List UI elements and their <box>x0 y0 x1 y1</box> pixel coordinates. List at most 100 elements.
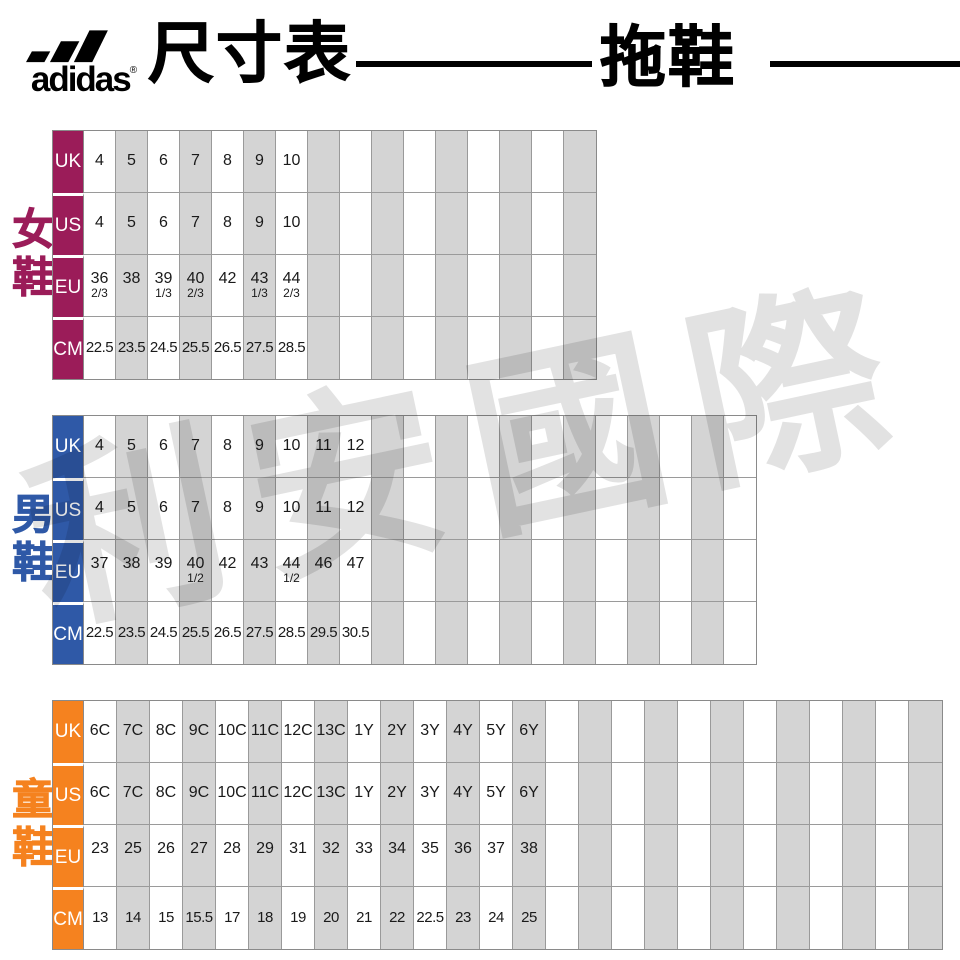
size-cell-kids-eu-12: 36 <box>447 825 480 887</box>
size-cell-kids-eu-21 <box>744 825 777 887</box>
size-cell-kids-uk-4: 9C <box>183 701 216 763</box>
size-cell-women-eu-8 <box>308 255 340 317</box>
size-cell-women-cm-5: 26.5 <box>212 317 244 379</box>
size-cell-men-uk-12 <box>436 416 468 478</box>
size-cell-women-uk-7: 10 <box>276 131 308 193</box>
size-cell-kids-eu-9: 33 <box>348 825 381 887</box>
size-cell-women-cm-15 <box>532 317 564 379</box>
size-cell-women-uk-9 <box>340 131 372 193</box>
size-cell-men-uk-4: 7 <box>180 416 212 478</box>
size-table-kids: UK 6C 7C 8C 9C 10C 11C 12C 13C 1Y 2Y 3Y 4Y 5Y 6Y US 6C 7C… <box>52 700 943 950</box>
size-cell-men-eu-21 <box>724 540 756 602</box>
size-cell-men-eu-13 <box>468 540 500 602</box>
size-cell-kids-us-16 <box>579 763 612 825</box>
size-cell-women-eu-11 <box>404 255 436 317</box>
size-cell-kids-eu-24 <box>843 825 876 887</box>
size-cell-kids-uk-12: 4Y <box>447 701 480 763</box>
size-cell-women-us-6: 9 <box>244 193 276 255</box>
size-cell-kids-uk-8: 13C <box>315 701 348 763</box>
size-cell-men-cm-9: 30.5 <box>340 602 372 664</box>
size-cell-men-uk-17 <box>596 416 628 478</box>
size-cell-men-cm-13 <box>468 602 500 664</box>
size-cell-women-eu-4: 40 2/3 <box>180 255 212 317</box>
size-cell-women-cm-11 <box>404 317 436 379</box>
size-cell-men-uk-10 <box>372 416 404 478</box>
size-cell-kids-cm-14: 25 <box>513 887 546 949</box>
size-cell-kids-cm-17 <box>612 887 645 949</box>
size-cell-men-eu-9: 47 <box>340 540 372 602</box>
row-label-men-eu: EU <box>53 540 84 602</box>
size-cell-men-eu-14 <box>500 540 532 602</box>
size-cell-men-cm-20 <box>692 602 724 664</box>
size-cell-men-uk-6: 9 <box>244 416 276 478</box>
size-cell-kids-uk-6: 11C <box>249 701 282 763</box>
size-cell-men-us-16 <box>564 478 596 540</box>
size-cell-men-eu-8: 46 <box>308 540 340 602</box>
size-cell-men-cm-12 <box>436 602 468 664</box>
size-cell-men-us-1: 4 <box>84 478 116 540</box>
size-cell-men-uk-2: 5 <box>116 416 148 478</box>
size-cell-women-eu-9 <box>340 255 372 317</box>
size-cell-kids-uk-24 <box>843 701 876 763</box>
size-cell-women-cm-2: 23.5 <box>116 317 148 379</box>
size-cell-women-us-9 <box>340 193 372 255</box>
row-label-kids-eu: EU <box>53 825 84 887</box>
size-cell-kids-uk-13: 5Y <box>480 701 513 763</box>
size-cell-men-eu-7: 44 1/2 <box>276 540 308 602</box>
size-cell-women-us-13 <box>468 193 500 255</box>
size-cell-kids-cm-2: 14 <box>117 887 150 949</box>
size-cell-kids-us-18 <box>645 763 678 825</box>
size-cell-men-cm-16 <box>564 602 596 664</box>
size-cell-kids-eu-26 <box>909 825 942 887</box>
size-cell-kids-us-20 <box>711 763 744 825</box>
size-cell-kids-cm-12: 23 <box>447 887 480 949</box>
size-cell-men-eu-1: 37 <box>84 540 116 602</box>
size-cell-kids-cm-3: 15 <box>150 887 183 949</box>
size-cell-women-cm-3: 24.5 <box>148 317 180 379</box>
size-cell-kids-cm-10: 22 <box>381 887 414 949</box>
size-cell-kids-us-3: 8C <box>150 763 183 825</box>
size-cell-kids-us-8: 13C <box>315 763 348 825</box>
size-cell-kids-us-2: 7C <box>117 763 150 825</box>
size-cell-kids-eu-25 <box>876 825 909 887</box>
size-cell-women-cm-9 <box>340 317 372 379</box>
size-cell-men-cm-3: 24.5 <box>148 602 180 664</box>
registered-mark: ® <box>129 65 138 76</box>
size-cell-kids-eu-11: 35 <box>414 825 447 887</box>
size-cell-women-us-4: 7 <box>180 193 212 255</box>
size-cell-kids-us-1: 6C <box>84 763 117 825</box>
size-cell-kids-us-15 <box>546 763 579 825</box>
size-cell-men-cm-21 <box>724 602 756 664</box>
size-cell-men-eu-3: 39 <box>148 540 180 602</box>
size-cell-men-us-3: 6 <box>148 478 180 540</box>
size-cell-women-uk-10 <box>372 131 404 193</box>
size-cell-kids-cm-19 <box>678 887 711 949</box>
size-cell-kids-eu-2: 25 <box>117 825 150 887</box>
size-cell-kids-cm-4: 15.5 <box>183 887 216 949</box>
size-cell-men-us-17 <box>596 478 628 540</box>
size-cell-women-cm-12 <box>436 317 468 379</box>
size-cell-women-us-1: 4 <box>84 193 116 255</box>
size-cell-women-eu-3: 39 1/3 <box>148 255 180 317</box>
size-cell-women-uk-6: 9 <box>244 131 276 193</box>
row-label-women-cm: CM <box>53 317 84 379</box>
size-cell-women-us-7: 10 <box>276 193 308 255</box>
size-cell-women-eu-7: 44 2/3 <box>276 255 308 317</box>
size-cell-kids-cm-26 <box>909 887 942 949</box>
size-cell-men-eu-11 <box>404 540 436 602</box>
size-cell-women-uk-16 <box>564 131 596 193</box>
size-cell-kids-eu-20 <box>711 825 744 887</box>
size-cell-kids-eu-10: 34 <box>381 825 414 887</box>
size-cell-kids-us-13: 5Y <box>480 763 513 825</box>
size-cell-kids-eu-17 <box>612 825 645 887</box>
size-cell-kids-uk-15 <box>546 701 579 763</box>
size-cell-men-eu-19 <box>660 540 692 602</box>
size-cell-men-eu-6: 43 <box>244 540 276 602</box>
size-cell-kids-eu-15 <box>546 825 579 887</box>
size-cell-kids-eu-16 <box>579 825 612 887</box>
row-label-men-us: US <box>53 478 84 540</box>
side-label-men: 男鞋 <box>6 492 54 589</box>
size-cell-kids-eu-5: 28 <box>216 825 249 887</box>
size-cell-kids-cm-11: 22.5 <box>414 887 447 949</box>
size-cell-kids-cm-1: 13 <box>84 887 117 949</box>
